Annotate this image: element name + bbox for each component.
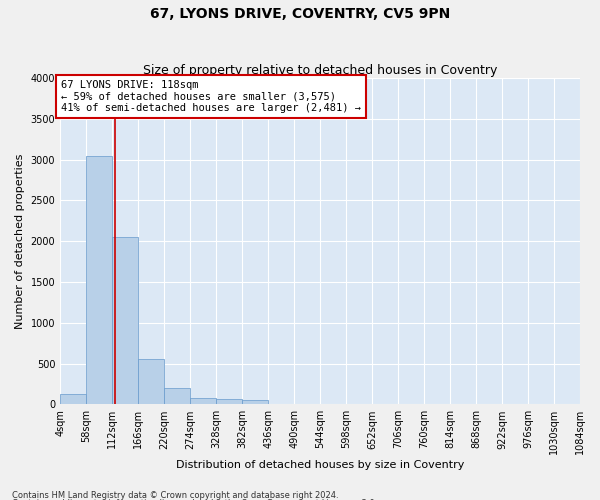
Text: 67, LYONS DRIVE, COVENTRY, CV5 9PN: 67, LYONS DRIVE, COVENTRY, CV5 9PN (150, 8, 450, 22)
Bar (164, 388, 190, 404)
Bar (60, 394, 86, 404)
Bar (190, 398, 216, 404)
Text: 67 LYONS DRIVE: 118sqm
← 59% of detached houses are smaller (3,575)
41% of semi-: 67 LYONS DRIVE: 118sqm ← 59% of detached… (61, 80, 361, 113)
Title: Size of property relative to detached houses in Coventry: Size of property relative to detached ho… (143, 64, 497, 77)
Bar (86, 156, 112, 404)
X-axis label: Distribution of detached houses by size in Coventry: Distribution of detached houses by size … (176, 460, 464, 470)
Bar (216, 400, 242, 404)
Bar (242, 400, 268, 404)
Bar (138, 360, 164, 405)
Text: Contains public sector information licensed under the Open Government Licence v3: Contains public sector information licen… (12, 499, 377, 500)
Bar (112, 237, 138, 404)
Text: Contains HM Land Registry data © Crown copyright and database right 2024.: Contains HM Land Registry data © Crown c… (12, 490, 338, 500)
Y-axis label: Number of detached properties: Number of detached properties (15, 154, 25, 329)
